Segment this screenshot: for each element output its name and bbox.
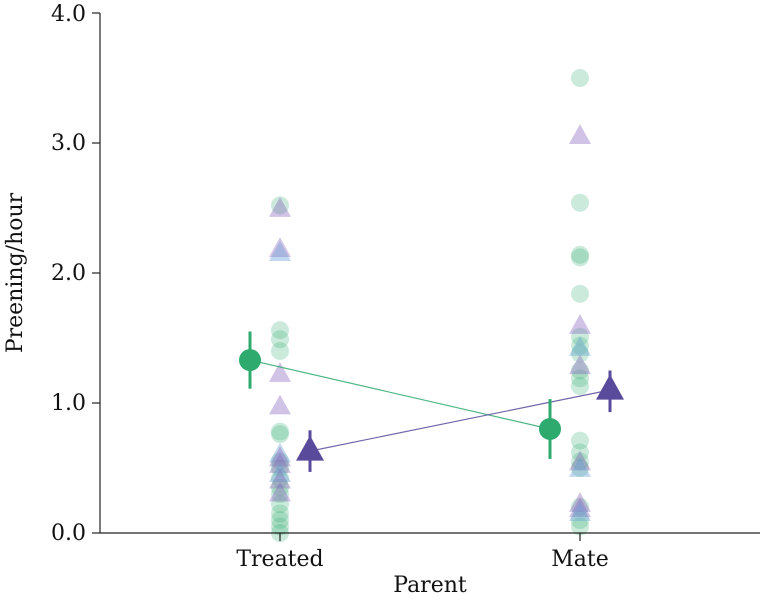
raw-point-green-circles-mate-16 [571,511,589,529]
raw-point-green-circles-treated-1 [271,321,289,340]
y-tick-label-4: 4.0 [51,2,86,27]
mean-point-purple-triangles-treated [296,435,324,461]
raw-point-green-circles-treated-11 [271,495,289,514]
raw-point-green-circles-mate-1 [571,193,589,212]
y-tick-label-1: 1.0 [51,391,86,416]
raw-point-purple-triangles-treated-1 [269,237,291,258]
y-axis-title: Preening/hour [3,192,28,353]
mean-point-green-circles-treated [239,349,261,372]
raw-point-green-circles-mate-7 [571,344,589,363]
mean-point-purple-triangles-mate [596,374,624,400]
raw-point-purple-triangles-mate-0 [569,124,591,145]
raw-point-purple-triangles-treated-8 [269,462,291,483]
raw-point-purple-triangles-mate-1 [569,314,591,334]
mean-line-purple-triangles [309,389,611,452]
x-axis-title: Parent [393,573,467,598]
raw-point-green-circles-treated-8 [271,469,289,488]
raw-point-green-circles-mate-13 [571,452,589,471]
raw-point-purple-triangles-mate-3 [569,354,591,375]
raw-point-purple-triangles-mate-6 [569,492,591,512]
mean-point-green-circles-mate [539,418,561,440]
raw-point-purple-triangles-treated-7 [269,453,291,473]
raw-point-green-circles-treated-10 [271,485,289,503]
raw-point-green-circles-treated-12 [271,504,289,523]
y-axis-ticks: 0.0 1.0 2.0 3.0 4.0 [51,2,100,546]
x-axis-ticks: Treated Mate [236,533,609,572]
raw-point-purple-triangles-mate-8 [569,501,591,522]
y-tick-label-0: 0.0 [51,521,86,546]
raw-point-green-circles-mate-4 [571,284,589,303]
raw-point-green-circles-mate-15 [571,498,589,516]
raw-point-purple-triangles-treated-2 [269,241,291,262]
raw-point-purple-triangles-mate-4 [569,450,591,471]
raw-point-green-circles-mate-3 [571,248,589,267]
raw-point-green-circles-treated-4 [271,422,289,441]
raw-point-green-circles-treated-0 [271,196,289,215]
raw-point-green-circles-treated-3 [271,342,289,360]
raw-point-green-circles-treated-7 [271,459,289,477]
data-layer [239,69,624,542]
raw-point-green-circles-treated-2 [271,330,289,349]
mean-line-green-circles [249,359,551,430]
raw-point-purple-triangles-treated-9 [269,468,291,489]
raw-point-green-circles-mate-5 [571,327,589,346]
raw-point-purple-triangles-mate-5 [569,457,591,477]
raw-point-purple-triangles-treated-0 [269,197,291,217]
raw-point-purple-triangles-treated-5 [269,442,291,463]
raw-point-green-circles-mate-17 [571,517,589,536]
raw-point-green-circles-mate-10 [571,377,589,396]
y-tick-label-3: 3.0 [51,131,86,156]
raw-point-green-circles-mate-2 [571,245,589,264]
raw-point-purple-triangles-mate-7 [569,497,591,518]
x-tick-label-treated: Treated [236,547,323,572]
y-tick-label-2: 2.0 [51,261,86,286]
raw-point-purple-triangles-treated-3 [269,362,291,382]
raw-point-green-circles-treated-13 [271,511,289,529]
raw-point-green-circles-mate-0 [571,69,589,87]
raw-point-green-circles-mate-8 [571,361,589,380]
x-tick-label-mate: Mate [551,547,609,572]
raw-point-green-circles-mate-14 [571,459,589,477]
raw-point-purple-triangles-treated-4 [269,394,291,415]
raw-point-green-circles-treated-5 [271,425,289,444]
raw-point-purple-triangles-mate-2 [569,336,591,356]
raw-point-green-circles-mate-11 [571,431,589,450]
raw-point-green-circles-mate-12 [571,443,589,462]
raw-point-green-circles-mate-9 [571,369,589,388]
raw-point-green-circles-treated-9 [271,478,289,497]
raw-point-purple-triangles-treated-6 [269,446,291,467]
raw-point-green-circles-mate-6 [571,336,589,355]
raw-point-green-circles-treated-14 [271,517,289,536]
raw-point-green-circles-treated-6 [271,452,289,471]
raw-point-purple-triangles-treated-10 [269,481,291,502]
